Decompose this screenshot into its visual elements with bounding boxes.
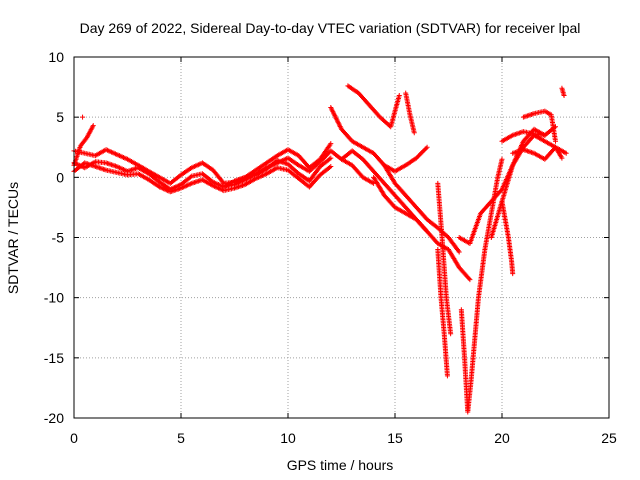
data-point [559,155,565,161]
plot-frame [73,56,610,419]
data-point [561,93,567,99]
series-19 [499,198,516,277]
y-tick-label: 5 [56,109,64,125]
data-point [396,93,402,99]
data-point [466,276,472,282]
y-tick-label: -15 [44,350,64,366]
data-point [423,145,429,151]
data-point [411,130,417,136]
x-tick-label: 25 [601,430,617,446]
series-16 [499,124,558,144]
series-9 [381,144,430,174]
series-13 [458,156,505,415]
x-axis-label: GPS time / hours [287,457,394,473]
series-4 [71,123,96,168]
data-point [467,277,473,283]
data-point [90,123,96,129]
series-5 [328,105,462,255]
y-axis-label: SDTVAR / TECUs [5,182,21,294]
data-point [371,180,377,186]
series-3 [71,160,334,195]
data-point [499,156,505,162]
y-tick-label: -20 [44,410,64,426]
series-12 [435,180,454,337]
series-17 [520,108,558,144]
x-tick-label: 0 [70,430,78,446]
grid [73,56,610,419]
data-point [553,138,558,144]
data-point [328,164,334,170]
x-tick-label: 15 [387,430,403,446]
series-20 [559,85,567,99]
series-22 [80,114,86,120]
y-tick-label: 10 [48,49,64,65]
x-tick-label: 5 [177,430,185,446]
data-point [448,331,454,337]
data-point [510,271,516,277]
data-point [80,114,86,120]
chart-title: Day 269 of 2022, Sidereal Day-to-day VTE… [80,20,581,36]
x-tick-label: 20 [494,430,510,446]
y-tick-label: -10 [44,290,64,306]
series-18 [510,144,565,162]
data-point [328,141,334,147]
y-tick-label: -5 [52,230,65,246]
data-point [444,373,450,379]
data-point [456,249,462,255]
data-points [71,83,569,415]
data-point [563,150,569,156]
x-tick-label: 10 [280,430,296,446]
data-point [424,144,430,150]
tick-labels: 0 5 10 15 20 25 -20 -15 -10 -5 0 5 10 [44,49,617,446]
data-point [328,155,334,161]
series-21 [221,148,377,190]
series-10 [371,174,473,283]
y-tick-label: 0 [56,169,64,185]
series-11 [435,247,450,379]
series-8 [403,90,417,136]
series-6 [345,83,402,130]
